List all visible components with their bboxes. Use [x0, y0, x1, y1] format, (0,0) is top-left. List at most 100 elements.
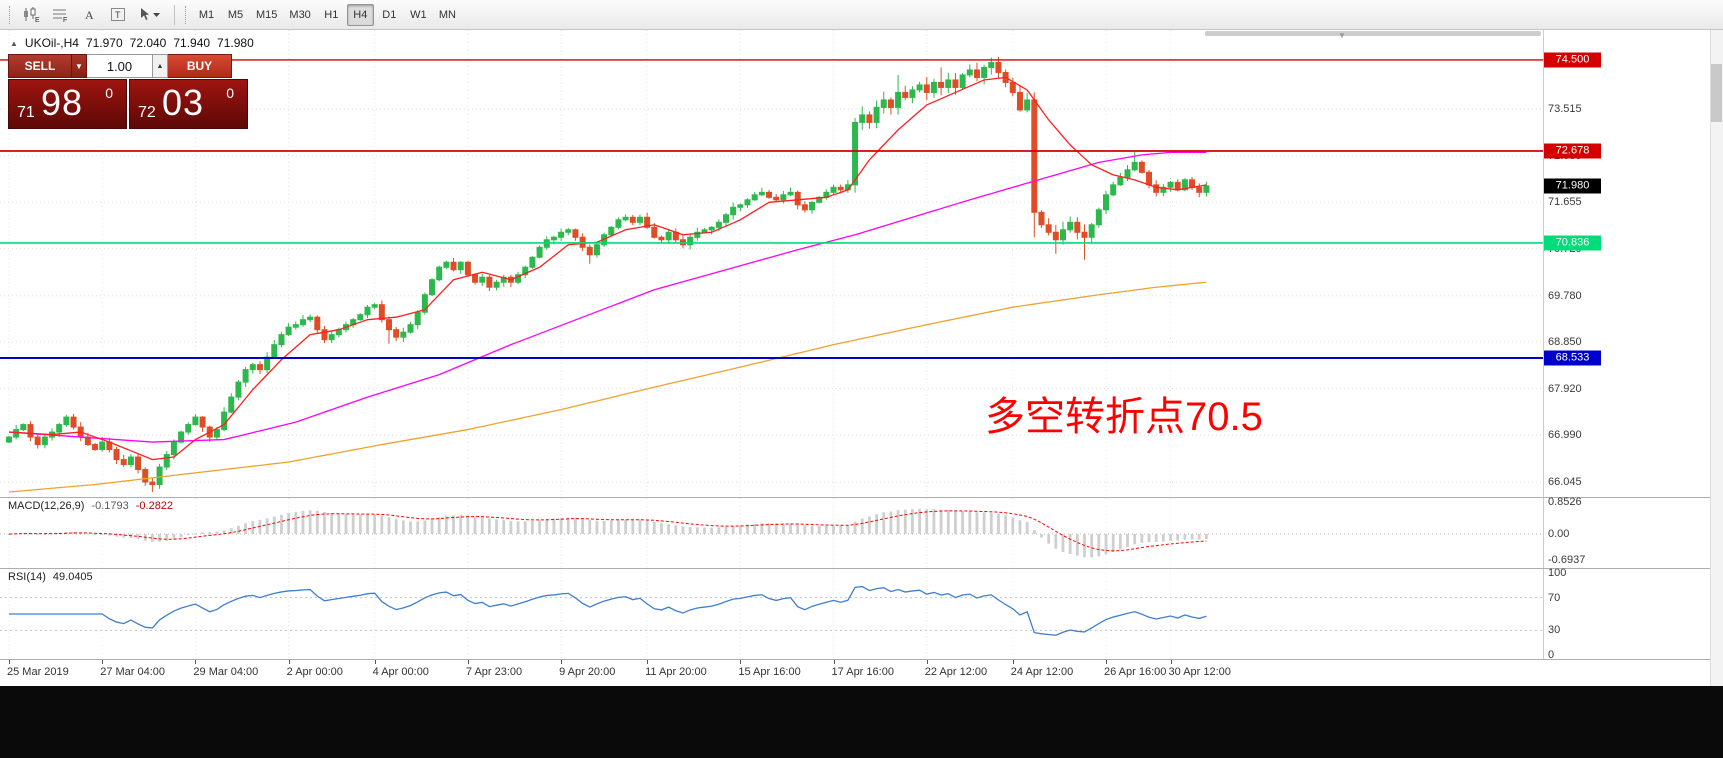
- rsi-pane[interactable]: [0, 569, 1543, 659]
- timeframe-button-MN[interactable]: MN: [438, 8, 456, 21]
- ma-slow-line: [8, 281, 1207, 493]
- time-axis-label: 7 Apr 23:00: [465, 666, 523, 678]
- timeframe-button-M15[interactable]: M15: [256, 8, 278, 21]
- time-axis-label: 11 Apr 20:00: [645, 666, 707, 678]
- macd-axis-min: -0.6937: [1548, 554, 1586, 566]
- time-tick: [740, 660, 742, 664]
- svg-text:F: F: [63, 17, 67, 22]
- time-axis-label: 25 Mar 2019: [7, 666, 69, 678]
- time-axis-label: 2 Apr 00:00: [286, 666, 343, 678]
- toolbar-grip: [9, 5, 12, 24]
- rsi-label: RSI(14) 49.0405: [8, 571, 93, 583]
- macd-pane[interactable]: [0, 498, 1543, 568]
- price-axis-border: [1543, 30, 1544, 660]
- level-tag-72.678: 72.678: [1544, 143, 1601, 159]
- timeframe-button-H1[interactable]: H1: [324, 8, 339, 21]
- taskbar[interactable]: [0, 686, 1723, 758]
- price-tick-label: 73.515: [1548, 103, 1582, 116]
- toolbar-grip: [185, 5, 188, 24]
- macd-signal-line: [8, 510, 1207, 552]
- collapse-triangle-icon[interactable]: ▲: [10, 38, 18, 48]
- grid-levels-icon[interactable]: F: [47, 4, 75, 26]
- time-axis-label: 29 Mar 04:00: [193, 666, 259, 678]
- price-tick-label: 69.780: [1548, 289, 1582, 302]
- time-axis-label: 17 Apr 16:00: [831, 666, 894, 678]
- time-axis-label: 27 Mar 04:00: [100, 666, 166, 678]
- time-axis-label: 26 Apr 16:00: [1104, 666, 1167, 678]
- time-tick: [1170, 660, 1172, 664]
- rsi-value: 49.0405: [52, 571, 93, 583]
- chart-annotation-text: 多空转折点70.5: [985, 395, 1263, 439]
- time-axis-label: 30 Apr 12:00: [1168, 666, 1231, 678]
- timeframe-button-D1[interactable]: D1: [382, 8, 397, 21]
- price-tick-label: 68.850: [1548, 336, 1582, 349]
- timeframe-buttons-group: M1 M5 M15 M30 H1 H4 D1 W1 MN: [192, 3, 462, 26]
- ohlc-open: 71.970: [85, 36, 123, 50]
- price-tick-label: 66.045: [1548, 476, 1582, 489]
- sell-price-point: 0: [105, 85, 113, 101]
- buy-price-pips: 03: [162, 82, 205, 123]
- timeframe-button-M5[interactable]: M5: [227, 8, 244, 21]
- rsi-axis-100: 100: [1548, 567, 1567, 579]
- pane-separator[interactable]: [0, 497, 1710, 498]
- ma-mid-line: [8, 151, 1207, 443]
- volume-increment-button[interactable]: ▲: [153, 54, 168, 78]
- chart-shift-marker[interactable]: ▼: [1338, 31, 1346, 40]
- timeframe-button-H4[interactable]: H4: [346, 3, 374, 26]
- ohlc-low: 71.940: [173, 36, 211, 50]
- buy-price-display[interactable]: 72 03 0: [129, 79, 248, 129]
- timeframe-button-M1[interactable]: M1: [198, 8, 215, 21]
- svg-text:E: E: [35, 17, 40, 22]
- ma-fast-line: [8, 76, 1207, 461]
- sell-button[interactable]: SELL: [8, 54, 72, 78]
- time-axis-label: 22 Apr 12:00: [924, 666, 988, 678]
- chart-type-icon[interactable]: E: [17, 4, 45, 26]
- vertical-scrollbar-thumb[interactable]: [1711, 64, 1722, 122]
- label-tool-icon[interactable]: T: [105, 4, 131, 26]
- volume-input[interactable]: [87, 54, 153, 78]
- time-tick: [833, 660, 835, 664]
- toolbar-separator: [174, 4, 175, 25]
- pane-separator: [0, 659, 1710, 660]
- time-axis-label: 15 Apr 16:00: [738, 666, 801, 678]
- level-tag-68.533: 68.533: [1544, 350, 1601, 366]
- text-tool-icon[interactable]: A: [77, 4, 103, 26]
- time-tick: [561, 660, 563, 664]
- time-axis-label: 9 Apr 20:00: [559, 666, 616, 678]
- buy-button[interactable]: BUY: [168, 54, 232, 78]
- main-price-pane[interactable]: [0, 30, 1543, 497]
- toolbar: E F A T M1 M5 M15 M30 H1 H4 D1 W1 MN: [0, 0, 1723, 30]
- time-tick: [195, 660, 197, 664]
- symbol-label: UKOil-,H4: [24, 36, 79, 50]
- ohlc-high: 72.040: [129, 36, 167, 50]
- timeframe-button-M30[interactable]: M30: [289, 8, 311, 21]
- price-tick-label: 67.920: [1548, 382, 1582, 395]
- price-tick-label: 71.655: [1548, 196, 1582, 209]
- svg-text:T: T: [115, 10, 121, 20]
- sell-price-integer: 71: [17, 104, 35, 121]
- time-tick: [467, 660, 469, 664]
- vertical-scrollbar[interactable]: [1710, 30, 1723, 686]
- level-tag-70.836: 70.836: [1544, 235, 1601, 251]
- horizontal-scrollbar-thumb[interactable]: [1205, 31, 1541, 36]
- time-tick: [9, 660, 10, 664]
- volume-dropdown-button[interactable]: ▼: [72, 54, 87, 78]
- rsi-axis-70: 70: [1548, 591, 1561, 604]
- macd-axis-max: 0.8526: [1548, 496, 1582, 508]
- pane-separator[interactable]: [0, 568, 1710, 569]
- sell-price-display[interactable]: 71 98 0: [8, 79, 127, 129]
- svg-text:A: A: [85, 8, 94, 22]
- macd-main-value: -0.1793: [91, 500, 129, 512]
- level-tag-74.500: 74.500: [1544, 52, 1601, 68]
- rsi-axis-0: 0: [1548, 649, 1555, 661]
- sell-price-pips: 98: [41, 82, 84, 123]
- time-tick: [647, 660, 649, 664]
- macd-label: MACD(12,26,9) -0.1793 -0.2822: [8, 500, 173, 512]
- timeframe-button-W1[interactable]: W1: [410, 8, 427, 21]
- cursor-tool-icon[interactable]: [133, 4, 167, 26]
- macd-signal-value: -0.2822: [135, 500, 174, 512]
- time-tick: [926, 660, 928, 664]
- time-tick: [102, 660, 104, 664]
- chart-header: ▲ UKOil-,H4 71.970 72.040 71.940 71.980: [10, 36, 254, 50]
